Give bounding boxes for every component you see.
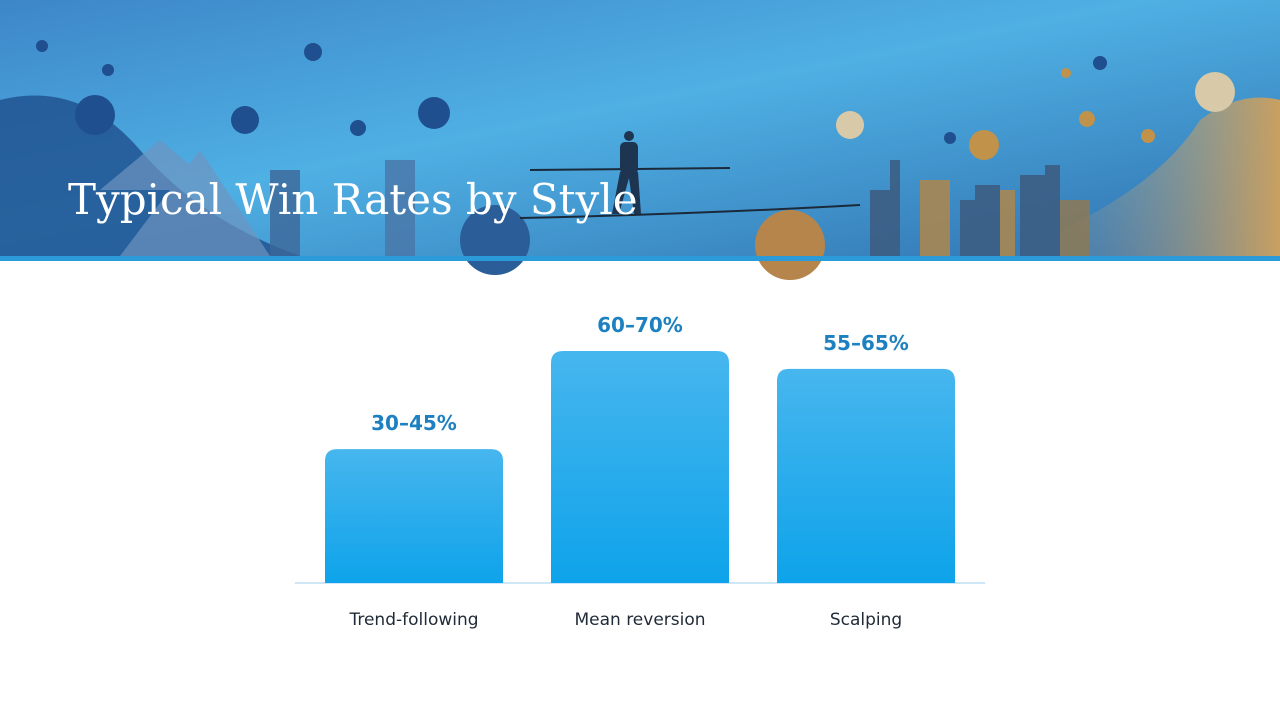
value-label: 30–45%	[371, 411, 457, 435]
category-label: Mean reversion	[574, 610, 705, 630]
slide-title: Typical Win Rates by Style	[68, 175, 638, 224]
value-label: 60–70%	[597, 313, 683, 337]
category-label: Trend-following	[348, 610, 478, 630]
bar	[777, 368, 955, 583]
banner: Typical Win Rates by Style	[0, 0, 1280, 280]
category-label: Scalping	[830, 610, 902, 630]
value-label: 55–65%	[823, 331, 909, 355]
bar	[551, 351, 729, 583]
bar	[325, 449, 503, 583]
